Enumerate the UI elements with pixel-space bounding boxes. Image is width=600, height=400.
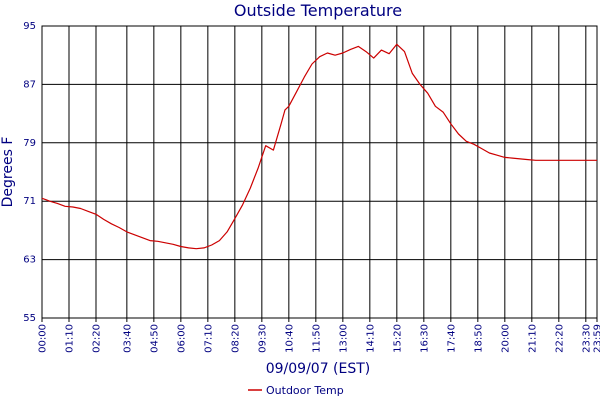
chart-title: Outside Temperature: [234, 1, 402, 20]
x-tick-label: 02:20: [91, 324, 102, 353]
y-tick-label: 63: [23, 255, 36, 266]
legend: Outdoor Temp: [248, 384, 344, 397]
series-line: [41, 43, 597, 250]
x-tick-label: 06:00: [176, 324, 187, 353]
x-tick-labels: 00:00 01:10 02:20 03:40 04:50 06:00 07:10 08:20…: [38, 324, 600, 353]
y-tick-label: 87: [23, 79, 36, 90]
x-tick-label: 17:40: [446, 324, 457, 353]
x-tick-label: 23:30: [581, 324, 592, 353]
x-tick-label: 23:59: [593, 324, 600, 353]
y-tick-label: 95: [23, 21, 36, 32]
x-tick-label: 01:10: [64, 324, 75, 353]
x-tick-label: 15:20: [392, 324, 403, 353]
x-tick-label: 13:00: [338, 324, 349, 353]
x-tick-label: 04:50: [149, 324, 160, 353]
x-axis-label: 09/09/07 (EST): [266, 361, 371, 377]
series-lines: [41, 43, 597, 250]
y-tick-label: 79: [23, 138, 36, 149]
x-tick-label: 20:00: [500, 324, 511, 353]
x-tick-label: 22:20: [554, 324, 565, 353]
gridlines: [41, 25, 598, 322]
y-axis-label: Degrees F: [0, 137, 16, 208]
legend-label: Outdoor Temp: [266, 384, 344, 397]
x-tick-label: 00:00: [38, 324, 49, 353]
x-tick-label: 21:10: [527, 324, 538, 353]
x-tick-label: 11:50: [311, 324, 322, 353]
x-tick-label: 18:50: [473, 324, 484, 353]
plot-area: [41, 25, 598, 319]
x-tick-label: 07:10: [203, 324, 214, 353]
x-tick-label: 10:40: [284, 324, 295, 353]
x-tick-label: 08:20: [230, 324, 241, 353]
y-tick-labels: 55 63 71 79 87 95: [23, 21, 36, 324]
x-tick-label: 03:40: [122, 324, 133, 353]
y-tick-label: 71: [23, 196, 36, 207]
x-tick-label: 14:10: [365, 324, 376, 353]
y-tick-label: 55: [23, 313, 36, 324]
x-tick-label: 09:30: [257, 324, 268, 353]
x-tick-label: 16:30: [419, 324, 430, 353]
